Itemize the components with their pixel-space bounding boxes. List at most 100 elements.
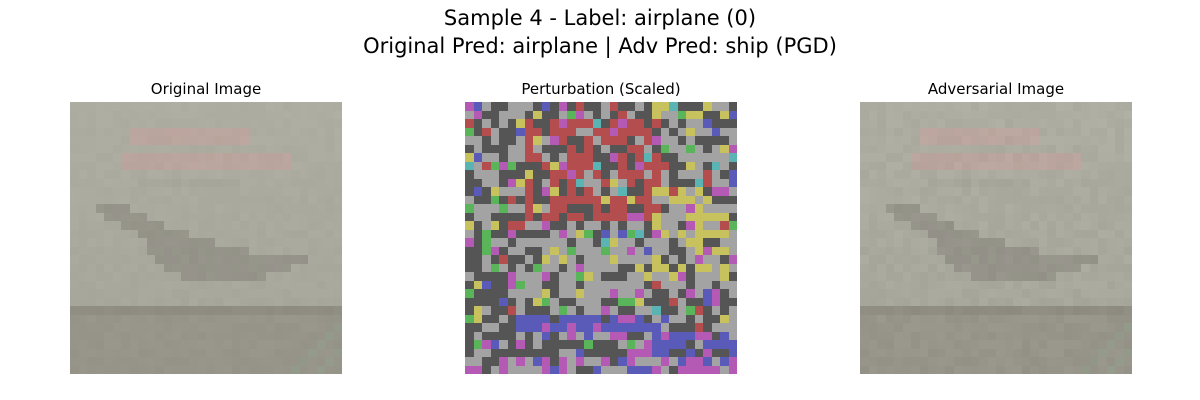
image-pixel bbox=[902, 170, 911, 179]
perturbation-pixel bbox=[584, 348, 593, 357]
image-pixel bbox=[902, 331, 911, 340]
image-pixel bbox=[1030, 255, 1039, 264]
image-pixel bbox=[291, 229, 300, 238]
image-pixel bbox=[172, 195, 181, 204]
perturbation-pixel bbox=[490, 289, 499, 298]
perturbation-pixel bbox=[473, 119, 482, 128]
image-pixel bbox=[1055, 246, 1064, 255]
image-pixel bbox=[1064, 289, 1073, 298]
image-pixel bbox=[1123, 238, 1132, 247]
image-pixel bbox=[138, 272, 147, 281]
perturbation-pixel bbox=[533, 136, 542, 145]
image-pixel bbox=[1047, 263, 1056, 272]
perturbation-pixel bbox=[558, 280, 567, 289]
perturbation-pixel bbox=[541, 238, 550, 247]
image-pixel bbox=[197, 136, 206, 145]
image-pixel bbox=[1098, 340, 1107, 349]
image-pixel bbox=[223, 340, 232, 349]
perturbation-pixel bbox=[703, 119, 712, 128]
image-pixel bbox=[1123, 272, 1132, 281]
image-pixel bbox=[1106, 272, 1115, 281]
image-pixel bbox=[257, 204, 266, 213]
image-pixel bbox=[919, 119, 928, 128]
image-pixel bbox=[928, 238, 937, 247]
image-pixel bbox=[1072, 170, 1081, 179]
image-pixel bbox=[894, 365, 903, 374]
image-pixel bbox=[248, 348, 257, 357]
image-pixel bbox=[996, 110, 1005, 119]
image-pixel bbox=[282, 110, 291, 119]
perturbation-pixel bbox=[592, 110, 601, 119]
image-pixel bbox=[291, 238, 300, 247]
image-pixel bbox=[282, 170, 291, 179]
image-pixel bbox=[885, 221, 894, 230]
image-pixel bbox=[860, 161, 869, 170]
perturbation-pixel bbox=[499, 110, 508, 119]
image-pixel bbox=[291, 212, 300, 221]
perturbation-pixel bbox=[550, 314, 559, 323]
perturbation-pixel bbox=[626, 314, 635, 323]
image-pixel bbox=[945, 263, 954, 272]
perturbation-pixel bbox=[601, 229, 610, 238]
perturbation-pixel bbox=[592, 272, 601, 281]
image-pixel bbox=[146, 255, 155, 264]
image-pixel bbox=[1089, 331, 1098, 340]
perturbation-pixel bbox=[677, 119, 686, 128]
image-pixel bbox=[316, 136, 325, 145]
image-pixel bbox=[987, 187, 996, 196]
perturbation-pixel bbox=[626, 280, 635, 289]
image-pixel bbox=[282, 212, 291, 221]
image-pixel bbox=[189, 280, 198, 289]
perturbation-pixel bbox=[567, 272, 576, 281]
perturbation-pixel bbox=[669, 357, 678, 366]
perturbation-pixel bbox=[601, 187, 610, 196]
image-pixel bbox=[1123, 204, 1132, 213]
image-pixel bbox=[962, 323, 971, 332]
perturbation-pixel bbox=[635, 229, 644, 238]
perturbation-pixel bbox=[541, 187, 550, 196]
image-pixel bbox=[291, 170, 300, 179]
image-pixel bbox=[1055, 272, 1064, 281]
image-pixel bbox=[231, 127, 240, 136]
perturbation-pixel bbox=[550, 323, 559, 332]
image-pixel bbox=[155, 272, 164, 281]
image-pixel bbox=[885, 255, 894, 264]
perturbation-pixel bbox=[516, 119, 525, 128]
image-pixel bbox=[316, 365, 325, 374]
image-pixel bbox=[1047, 289, 1056, 298]
image-pixel bbox=[936, 110, 945, 119]
perturbation-pixel bbox=[686, 178, 695, 187]
image-pixel bbox=[163, 195, 172, 204]
image-pixel bbox=[180, 178, 189, 187]
image-pixel bbox=[189, 212, 198, 221]
image-pixel bbox=[282, 178, 291, 187]
image-pixel bbox=[1081, 246, 1090, 255]
image-pixel bbox=[308, 340, 317, 349]
image-pixel bbox=[987, 272, 996, 281]
image-pixel bbox=[104, 357, 113, 366]
perturbation-pixel bbox=[635, 102, 644, 111]
image-pixel bbox=[860, 314, 869, 323]
image-pixel bbox=[231, 272, 240, 281]
image-pixel bbox=[265, 161, 274, 170]
perturbation-pixel bbox=[567, 161, 576, 170]
image-pixel bbox=[316, 238, 325, 247]
image-pixel bbox=[877, 212, 886, 221]
image-pixel bbox=[325, 161, 334, 170]
image-pixel bbox=[180, 221, 189, 230]
perturbation-pixel bbox=[473, 170, 482, 179]
image-pixel bbox=[172, 238, 181, 247]
perturbation-pixel bbox=[711, 306, 720, 315]
perturbation-pixel bbox=[507, 306, 516, 315]
image-pixel bbox=[214, 178, 223, 187]
perturbation-pixel bbox=[618, 204, 627, 213]
perturbation-pixel bbox=[728, 161, 737, 170]
perturbation-pixel bbox=[694, 229, 703, 238]
image-pixel bbox=[104, 365, 113, 374]
image-pixel bbox=[240, 178, 249, 187]
perturbation-pixel bbox=[694, 331, 703, 340]
perturbation-pixel bbox=[694, 272, 703, 281]
perturbation-pixel bbox=[677, 110, 686, 119]
image-pixel bbox=[1106, 178, 1115, 187]
image-pixel bbox=[970, 178, 979, 187]
